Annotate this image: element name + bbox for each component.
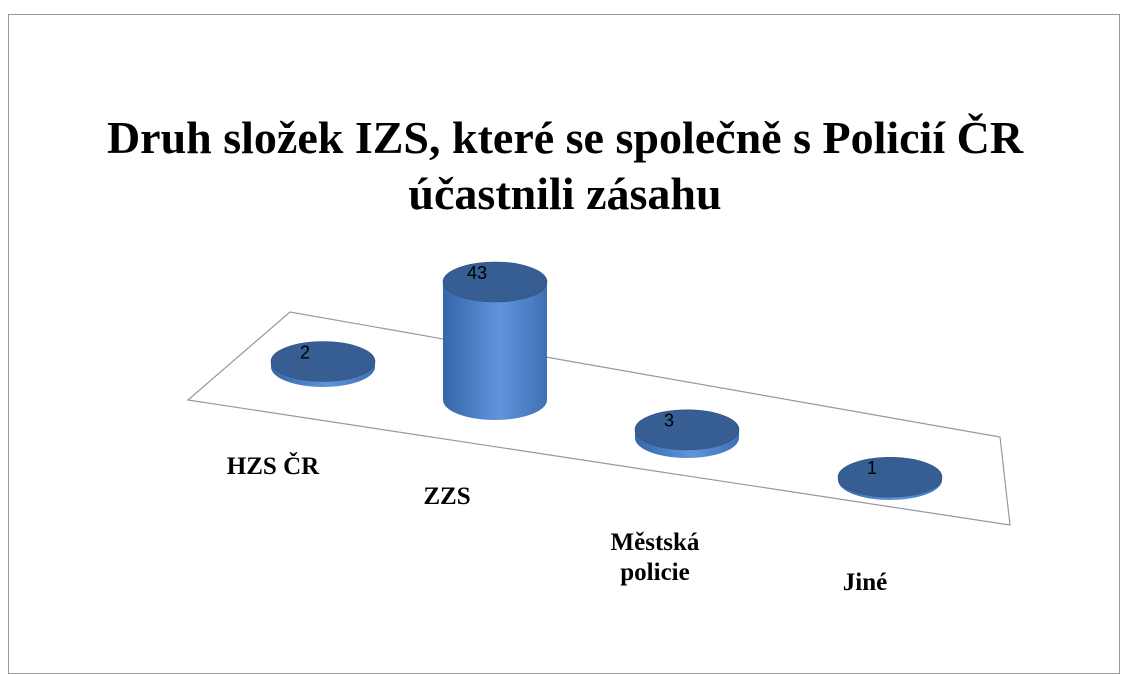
cylinder-top — [442, 261, 548, 303]
floor — [186, 311, 1011, 526]
cylinder-side — [635, 429, 739, 458]
category-label: HZS ČR — [226, 453, 320, 480]
value-label: 1 — [867, 458, 877, 478]
cylinder-side — [443, 282, 547, 420]
cylinder-top — [634, 409, 740, 451]
cylinder-top — [837, 456, 943, 498]
value-label: 43 — [467, 263, 487, 283]
value-label: 3 — [664, 411, 674, 431]
category-label: ZZS — [423, 483, 471, 510]
category-label: Jiné — [842, 569, 888, 596]
cylinder-top — [270, 341, 376, 382]
category-label: Městská policie — [610, 529, 700, 586]
value-label: 2 — [300, 342, 310, 362]
chart-title: Druh složek IZS, které se společně s Pol… — [106, 112, 1024, 219]
cylinder-side — [271, 361, 375, 387]
